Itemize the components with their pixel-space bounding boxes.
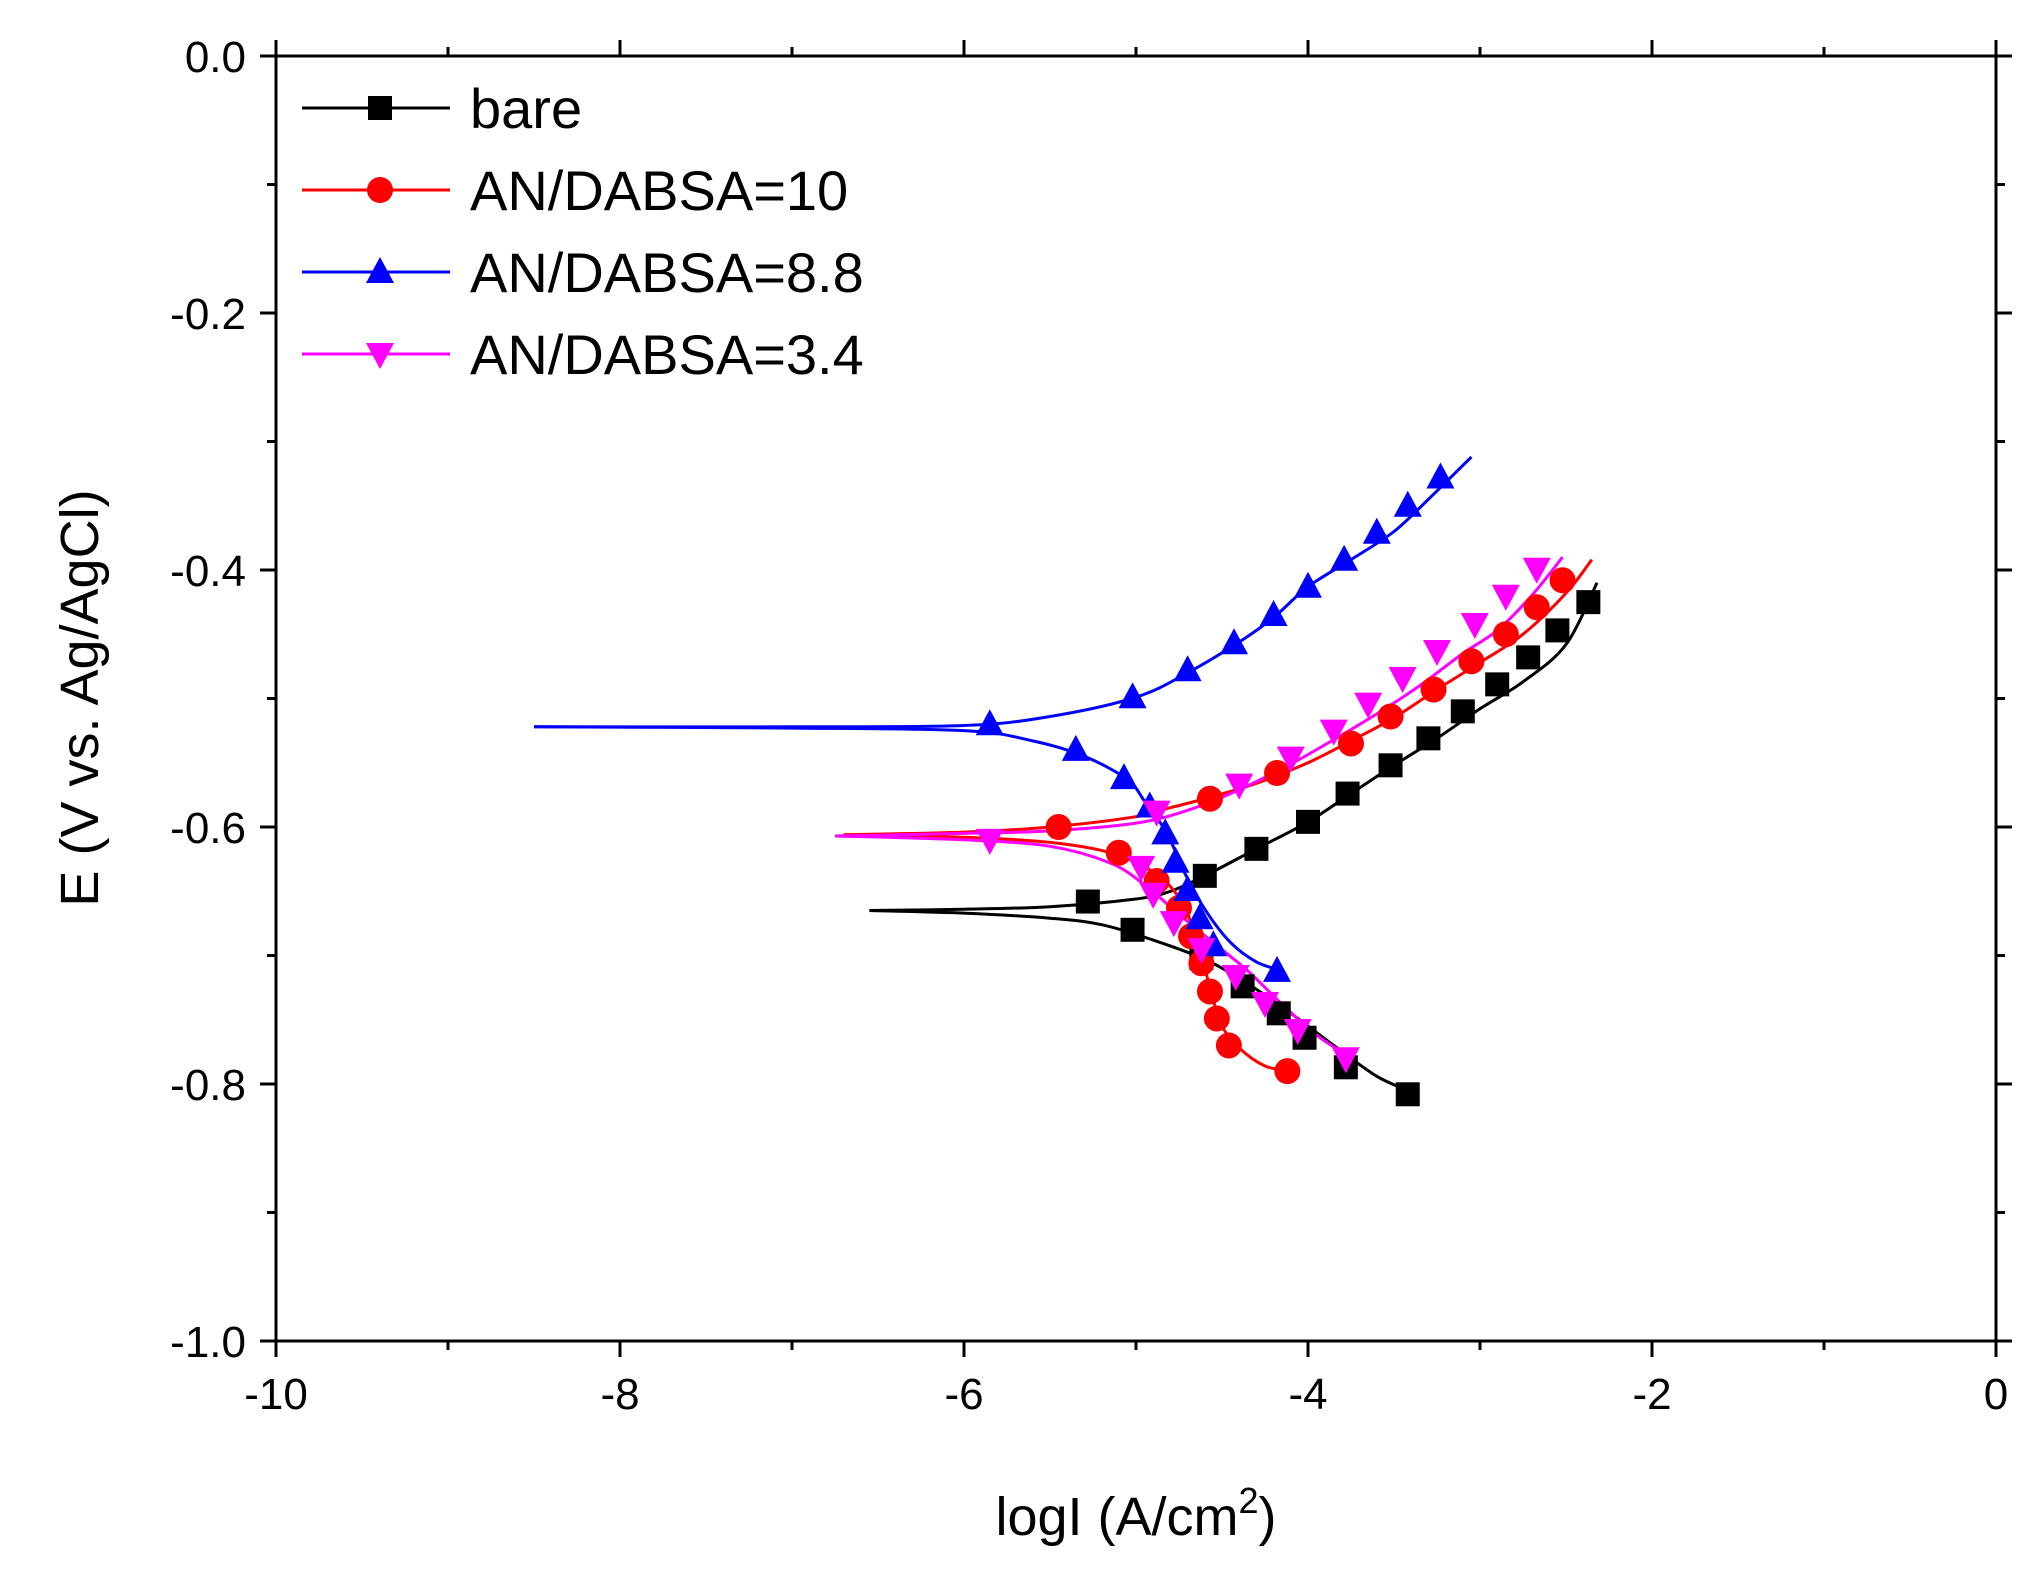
data-point xyxy=(1061,734,1090,761)
y-axis-title: E (V vs. Ag/AgCl) xyxy=(50,489,110,906)
data-point xyxy=(1492,621,1519,648)
data-point xyxy=(1120,917,1145,942)
data-point xyxy=(1264,760,1291,787)
data-point xyxy=(1159,911,1188,938)
data-point xyxy=(1045,814,1072,840)
y-tick-label: -0.6 xyxy=(170,804,246,853)
data-point xyxy=(1423,639,1451,666)
data-point xyxy=(1161,846,1190,873)
y-tick-label: -0.4 xyxy=(170,547,246,596)
data-point xyxy=(1196,785,1223,812)
data-point xyxy=(1378,753,1403,778)
data-point xyxy=(1458,648,1485,675)
data-point xyxy=(1523,594,1550,621)
data-point xyxy=(1485,672,1510,697)
data-point xyxy=(1105,839,1132,866)
data-point xyxy=(1127,855,1156,882)
axis-ticks xyxy=(260,40,2012,1357)
data-point xyxy=(975,828,1004,855)
data-point xyxy=(1185,903,1214,930)
legend-label: AN/DABSA=3.4 xyxy=(470,323,864,386)
data-point xyxy=(1377,703,1404,730)
data-point xyxy=(1460,612,1489,639)
data-point xyxy=(1362,517,1391,544)
data-point xyxy=(1319,719,1348,746)
data-point xyxy=(1225,773,1254,800)
data-point xyxy=(1187,938,1216,965)
data-point xyxy=(1142,800,1171,827)
data-point xyxy=(1338,730,1364,757)
series-markers-2 xyxy=(975,462,1455,982)
y-tick-label: -1.0 xyxy=(170,1318,246,1367)
legend-marker xyxy=(368,96,392,120)
legend-label: bare xyxy=(470,77,582,140)
axis-tick-labels: -10 -8 -6 -4 -2 0 0.0 -0.2 -0.4 -0.6 -0.8 -1.0 xyxy=(170,33,2008,1419)
data-point xyxy=(1192,863,1217,888)
data-point xyxy=(1330,544,1359,571)
legend-marker xyxy=(366,257,394,283)
data-point xyxy=(1151,818,1180,845)
data-point xyxy=(1491,584,1520,611)
data-point xyxy=(1393,490,1422,517)
data-point xyxy=(1522,557,1551,584)
data-point xyxy=(1173,874,1202,901)
legend-label: AN/DABSA=10 xyxy=(470,159,848,222)
x-tick-label: -10 xyxy=(244,1370,308,1419)
series-markers-0 xyxy=(1075,590,1601,1107)
data-point xyxy=(1450,699,1475,724)
y-tick-label: 0.0 xyxy=(185,33,246,82)
data-point xyxy=(1244,836,1269,861)
data-point xyxy=(1221,965,1250,992)
x-tick-label: -6 xyxy=(944,1370,983,1419)
data-point xyxy=(1388,666,1417,693)
legend-marker xyxy=(366,343,394,369)
legend-marker xyxy=(367,177,393,203)
data-point xyxy=(1283,1019,1312,1046)
data-point xyxy=(1331,1047,1360,1074)
x-axis-title-superscript: 2 xyxy=(1239,1480,1259,1521)
data-point xyxy=(1215,1032,1242,1059)
data-point xyxy=(1416,726,1441,751)
data-point xyxy=(1118,682,1147,709)
data-point xyxy=(1426,462,1455,489)
series-markers-3 xyxy=(975,557,1551,1074)
legend-label: AN/DABSA=8.8 xyxy=(470,241,864,304)
x-axis-title: logI (A/cm2) xyxy=(995,1480,1276,1547)
data-point xyxy=(1263,955,1292,982)
data-point xyxy=(1196,978,1223,1005)
data-point xyxy=(975,709,1004,736)
data-point xyxy=(1220,628,1249,655)
data-point xyxy=(1420,676,1447,703)
x-tick-label: 0 xyxy=(1984,1370,2008,1419)
data-point xyxy=(1395,1082,1420,1107)
data-point xyxy=(1276,746,1305,773)
data-point xyxy=(1294,571,1322,598)
data-point xyxy=(1335,781,1360,806)
y-tick-label: -0.2 xyxy=(170,290,246,339)
data-point xyxy=(1259,599,1288,626)
plot-content xyxy=(533,455,1601,1107)
data-point xyxy=(1139,882,1168,909)
x-axis-title-end: ) xyxy=(1259,1487,1277,1547)
x-tick-label: -8 xyxy=(600,1370,639,1419)
data-point xyxy=(1203,1005,1230,1032)
data-point xyxy=(1075,889,1100,914)
data-point xyxy=(1109,763,1138,790)
data-point xyxy=(1516,645,1541,670)
data-point xyxy=(1251,992,1279,1019)
data-point xyxy=(1173,655,1202,682)
x-tick-label: -2 xyxy=(1632,1370,1671,1419)
legend: bare AN/DABSA=10 AN/DABSA=8.8 AN/DABSA=3.4 xyxy=(302,77,864,386)
data-point xyxy=(1354,692,1383,719)
data-point xyxy=(1545,618,1570,643)
y-tick-label: -0.8 xyxy=(170,1061,246,1110)
data-point xyxy=(1549,567,1576,594)
x-tick-label: -4 xyxy=(1288,1370,1327,1419)
data-point xyxy=(1576,590,1601,615)
data-point xyxy=(1296,809,1320,834)
data-point xyxy=(1274,1058,1301,1085)
